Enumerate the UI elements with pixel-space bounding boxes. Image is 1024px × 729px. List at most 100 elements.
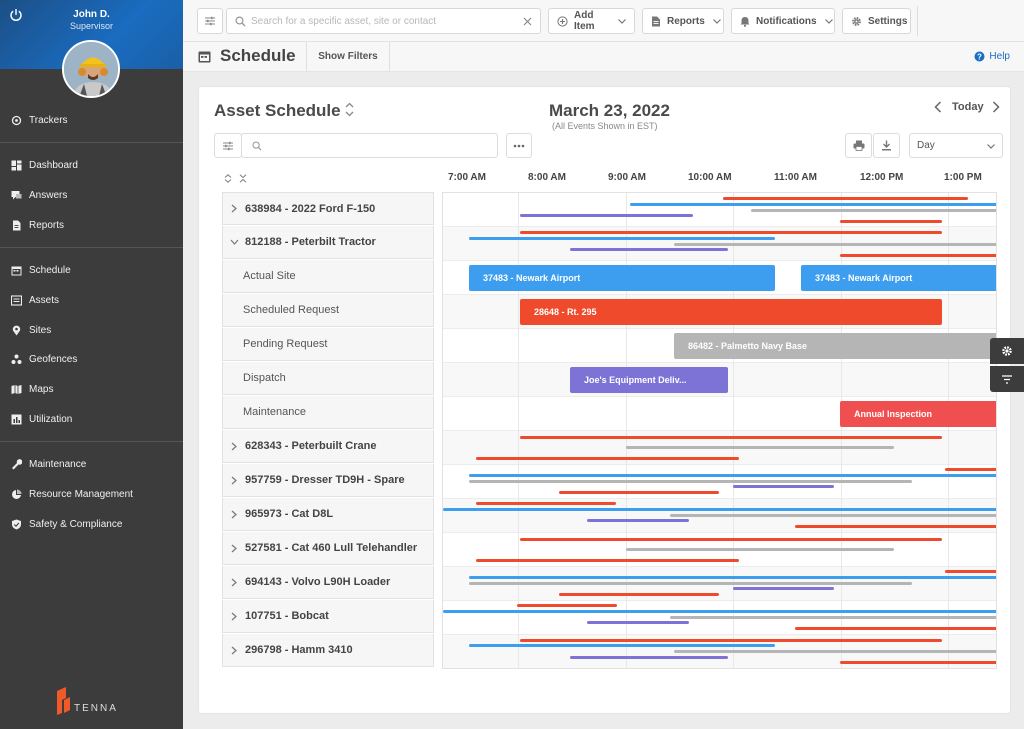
help-link[interactable]: ? Help — [974, 51, 1010, 62]
search-input[interactable] — [251, 13, 521, 30]
sidebar-item-trackers[interactable]: Trackers — [0, 108, 183, 132]
power-icon[interactable] — [9, 8, 23, 22]
event-line[interactable] — [469, 480, 912, 483]
event-line[interactable] — [469, 644, 775, 647]
event-line[interactable] — [476, 457, 739, 460]
sidebar-item-reports[interactable]: Reports — [0, 213, 183, 237]
event-line[interactable] — [945, 468, 996, 471]
event-line[interactable] — [674, 650, 996, 653]
settings-button[interactable]: Settings — [842, 8, 911, 34]
more-options-button[interactable] — [506, 133, 532, 158]
event-bar[interactable]: 37483 - Newark Airport — [801, 265, 996, 291]
event-bar[interactable]: Joe's Equipment Deliv... — [570, 367, 728, 393]
category-row[interactable]: Dispatch — [222, 362, 434, 395]
sidebar-item-utilization[interactable]: Utilization — [0, 407, 183, 431]
event-line[interactable] — [469, 237, 775, 240]
asset-row[interactable]: 694143 - Volvo L90H Loader — [222, 566, 434, 599]
event-line[interactable] — [469, 474, 996, 477]
chevron-right-icon[interactable] — [223, 476, 245, 485]
event-line[interactable] — [570, 248, 728, 251]
download-button[interactable] — [873, 133, 900, 158]
event-line[interactable] — [476, 559, 739, 562]
event-bar[interactable]: Annual Inspection — [840, 401, 996, 427]
event-line[interactable] — [443, 508, 996, 511]
sidebar-item-resource-management[interactable]: Resource Management — [0, 482, 183, 506]
view-select[interactable]: Day — [909, 133, 1003, 158]
category-row[interactable]: Scheduled Request — [222, 294, 434, 327]
event-bar[interactable]: 86482 - Palmetto Navy Base — [674, 333, 996, 359]
event-line[interactable] — [733, 485, 834, 488]
event-line[interactable] — [520, 214, 693, 217]
event-bar[interactable]: 37483 - Newark Airport — [469, 265, 775, 291]
schedule-filter-button[interactable] — [214, 133, 242, 158]
asset-row[interactable]: 107751 - Bobcat — [222, 600, 434, 633]
sidebar-item-assets[interactable]: Assets — [0, 288, 183, 312]
event-line[interactable] — [587, 519, 689, 522]
show-filters-button[interactable]: Show Filters — [306, 42, 390, 71]
event-line[interactable] — [751, 209, 996, 212]
event-line[interactable] — [723, 197, 968, 200]
event-line[interactable] — [476, 502, 616, 505]
notifications-button[interactable]: Notifications — [731, 8, 835, 34]
event-line[interactable] — [795, 627, 996, 630]
event-line[interactable] — [520, 639, 942, 642]
event-line[interactable] — [469, 582, 912, 585]
chevron-right-icon[interactable] — [223, 612, 245, 621]
event-line[interactable] — [733, 587, 834, 590]
event-line[interactable] — [517, 604, 617, 607]
chevron-right-icon[interactable] — [223, 578, 245, 587]
sidebar-item-schedule[interactable]: Schedule — [0, 258, 183, 282]
event-line[interactable] — [570, 656, 728, 659]
sidebar-item-sites[interactable]: Sites — [0, 318, 183, 342]
event-line[interactable] — [840, 220, 942, 223]
event-line[interactable] — [670, 616, 996, 619]
filter-toggle-button[interactable] — [197, 8, 223, 34]
chevron-right-icon[interactable] — [223, 510, 245, 519]
collapse-all-icon[interactable] — [239, 174, 247, 183]
event-line[interactable] — [520, 231, 942, 234]
asset-row[interactable]: 965973 - Cat D8L — [222, 498, 434, 531]
chevron-left-icon[interactable] — [934, 101, 942, 113]
asset-row[interactable]: 638984 - 2022 Ford F-150 — [222, 192, 434, 225]
category-row[interactable]: Maintenance — [222, 396, 434, 429]
clear-icon[interactable] — [523, 17, 532, 26]
event-line[interactable] — [674, 243, 996, 246]
event-line[interactable] — [626, 548, 894, 551]
event-line[interactable] — [587, 621, 689, 624]
chevron-right-icon[interactable] — [223, 442, 245, 451]
asset-row[interactable]: 812188 - Peterbilt Tractor — [222, 226, 434, 259]
asset-row[interactable]: 527581 - Cat 460 Lull Telehandler — [222, 532, 434, 565]
sidebar-item-dashboard[interactable]: Dashboard — [0, 153, 183, 177]
floating-settings-button[interactable] — [990, 338, 1024, 364]
event-line[interactable] — [840, 254, 996, 257]
schedule-search-input[interactable] — [241, 133, 498, 158]
expand-all-icon[interactable] — [224, 174, 232, 183]
event-line[interactable] — [559, 491, 719, 494]
chevron-right-icon[interactable] — [223, 204, 245, 213]
chevron-right-icon[interactable] — [223, 646, 245, 655]
event-bar[interactable]: 28648 - Rt. 295 — [520, 299, 942, 325]
event-line[interactable] — [840, 661, 996, 664]
sidebar-item-maps[interactable]: Maps — [0, 377, 183, 401]
sidebar-item-safety-compliance[interactable]: Safety & Compliance — [0, 512, 183, 536]
chevron-right-icon[interactable] — [992, 101, 1000, 113]
asset-row[interactable]: 296798 - Hamm 3410 — [222, 634, 434, 667]
event-line[interactable] — [443, 610, 996, 613]
event-line[interactable] — [559, 593, 719, 596]
floating-filter-button[interactable] — [990, 366, 1024, 392]
event-line[interactable] — [626, 446, 894, 449]
avatar[interactable] — [62, 40, 120, 98]
sidebar-item-maintenance[interactable]: Maintenance — [0, 452, 183, 476]
category-row[interactable]: Pending Request — [222, 328, 434, 361]
today-button[interactable]: Today — [952, 101, 984, 113]
chevron-right-icon[interactable] — [223, 544, 245, 553]
print-button[interactable] — [845, 133, 872, 158]
sidebar-item-answers[interactable]: Answers — [0, 183, 183, 207]
asset-row[interactable]: 957759 - Dresser TD9H - Spare — [222, 464, 434, 497]
event-line[interactable] — [630, 203, 996, 206]
reports-button[interactable]: Reports — [642, 8, 724, 34]
asset-row[interactable]: 628343 - Peterbuilt Crane — [222, 430, 434, 463]
event-line[interactable] — [520, 436, 942, 439]
chevron-down-icon[interactable] — [223, 239, 245, 245]
event-line[interactable] — [520, 538, 942, 541]
